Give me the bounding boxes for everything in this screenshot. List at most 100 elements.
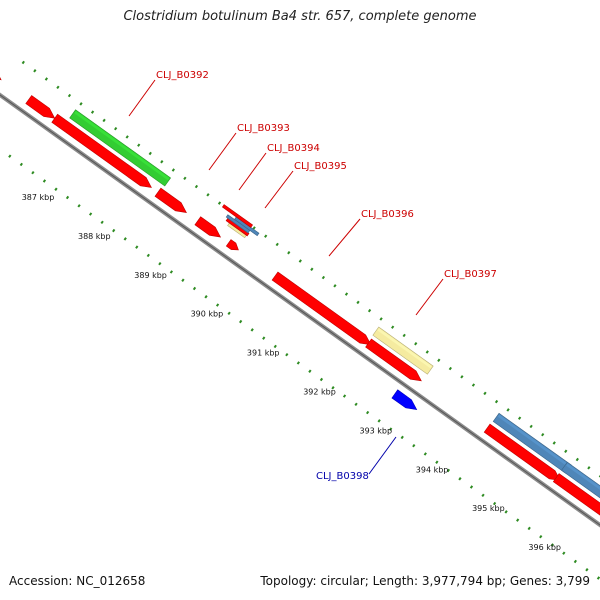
inner-tick-mark <box>342 394 347 398</box>
inner-tick-mark <box>42 179 47 183</box>
gene-label: CLJ_B0395 <box>294 161 347 172</box>
gene-feature <box>221 204 254 228</box>
gene-feature-highlight <box>276 273 367 339</box>
inner-tick-mark <box>54 187 58 191</box>
gene-feature <box>194 216 222 238</box>
outer-tick-mark <box>90 110 95 114</box>
map-title: Clostridium botulinum Ba4 str. 657, comp… <box>123 9 477 24</box>
gene-label-leader <box>208 132 237 171</box>
outer-tick-mark <box>483 391 487 396</box>
outer-tick-mark <box>321 275 326 280</box>
inner-tick-mark <box>492 501 497 506</box>
scale-label: 391 kbp <box>247 349 280 358</box>
inner-tick-mark <box>435 460 439 464</box>
inner-tick-mark <box>123 237 127 241</box>
inner-tick-mark <box>65 195 70 200</box>
gene-label: CLJ_B0396 <box>361 209 414 220</box>
inner-tick-mark <box>192 286 197 291</box>
outer-tick-mark <box>44 77 49 81</box>
scale-label: 390 kbp <box>191 310 224 319</box>
gene-feature <box>365 338 422 382</box>
gene-feature <box>154 187 187 213</box>
scale-label: 388 kbp <box>78 232 111 241</box>
inner-tick-mark <box>585 568 589 572</box>
outer-tick-mark <box>391 325 395 329</box>
outer-tick-mark <box>79 102 83 106</box>
inner-tick-mark <box>481 493 485 498</box>
inner-tick-mark <box>539 534 543 539</box>
outer-tick-mark <box>114 126 118 131</box>
genome-backbone-core <box>0 94 600 526</box>
gene-label-leader <box>128 79 156 117</box>
inner-tick-mark <box>331 386 335 390</box>
outer-tick-mark <box>460 375 464 379</box>
inner-tick-mark <box>19 162 23 167</box>
gene-feature-highlight <box>74 111 170 181</box>
inner-tick-mark <box>562 551 566 555</box>
gene-feature <box>234 216 260 237</box>
outer-tick-mark <box>21 60 25 65</box>
outer-tick-mark <box>552 441 556 445</box>
outer-tick-mark <box>264 234 268 238</box>
genome-summary-text: Topology: circular; Length: 3,977,794 bp… <box>260 574 590 588</box>
inner-tick-mark <box>573 559 577 564</box>
inner-tick-mark <box>354 402 358 407</box>
inner-tick-mark <box>308 369 312 373</box>
outer-tick-mark <box>137 143 141 147</box>
inner-tick-mark <box>550 543 554 547</box>
inner-tick-mark <box>31 170 35 175</box>
outer-tick-mark <box>125 135 129 139</box>
inner-tick-mark <box>273 344 277 349</box>
inner-tick-mark <box>412 443 416 448</box>
outer-tick-mark <box>333 284 337 288</box>
gene-label: CLJ_B0397 <box>444 269 497 280</box>
inner-tick-mark <box>389 427 393 431</box>
scale-label: 389 kbp <box>134 271 167 280</box>
gene-feature <box>271 271 372 346</box>
inner-tick-mark <box>239 319 243 324</box>
gene-label: CLJ_B0398 <box>316 471 369 482</box>
gene-label-leader <box>328 218 361 257</box>
gene-feature-highlight <box>566 463 600 490</box>
gene-feature-highlight <box>230 240 234 245</box>
gene-feature-highlight <box>557 474 600 508</box>
scale-label: 393 kbp <box>359 426 392 435</box>
gene-label: CLJ_B0394 <box>267 143 320 154</box>
gene-feature-highlight <box>488 425 557 475</box>
outer-tick-mark <box>275 242 279 247</box>
gene-feature-highlight <box>30 96 51 113</box>
gene-label-leader <box>264 170 294 209</box>
outer-tick-mark <box>310 267 314 272</box>
outer-tick-mark <box>56 85 60 90</box>
inner-tick-mark <box>146 253 150 258</box>
outer-tick-mark <box>356 300 360 305</box>
gene-feature <box>372 326 434 375</box>
inner-tick-mark <box>250 328 254 332</box>
gene-label: CLJ_B0392 <box>156 70 209 81</box>
inner-tick-mark <box>158 261 162 266</box>
gene-label: CLJ_B0393 <box>237 123 290 134</box>
inner-tick-mark <box>181 278 185 282</box>
inner-tick-mark <box>319 377 324 382</box>
gene-feature-highlight <box>56 115 148 182</box>
gene-feature <box>0 77 2 81</box>
outer-tick-mark <box>517 416 522 420</box>
outer-tick-mark <box>67 93 72 98</box>
outer-tick-mark <box>183 176 187 181</box>
outer-tick-mark <box>564 449 568 453</box>
inner-tick-mark <box>423 452 427 456</box>
gene-feature-highlight <box>377 328 432 369</box>
outer-tick-mark <box>402 333 406 338</box>
inner-tick-mark <box>77 204 81 208</box>
outer-tick-mark <box>575 457 579 462</box>
outer-tick-mark <box>448 366 452 371</box>
gene-feature <box>552 473 600 516</box>
outer-tick-mark <box>529 424 533 429</box>
inner-tick-mark <box>596 576 600 580</box>
scale-label: 392 kbp <box>303 388 336 397</box>
inner-tick-mark <box>296 361 300 365</box>
gene-feature-highlight <box>159 189 183 207</box>
outer-tick-mark <box>194 184 199 189</box>
outer-tick-mark <box>33 69 37 73</box>
scale-label: 387 kbp <box>22 193 55 202</box>
